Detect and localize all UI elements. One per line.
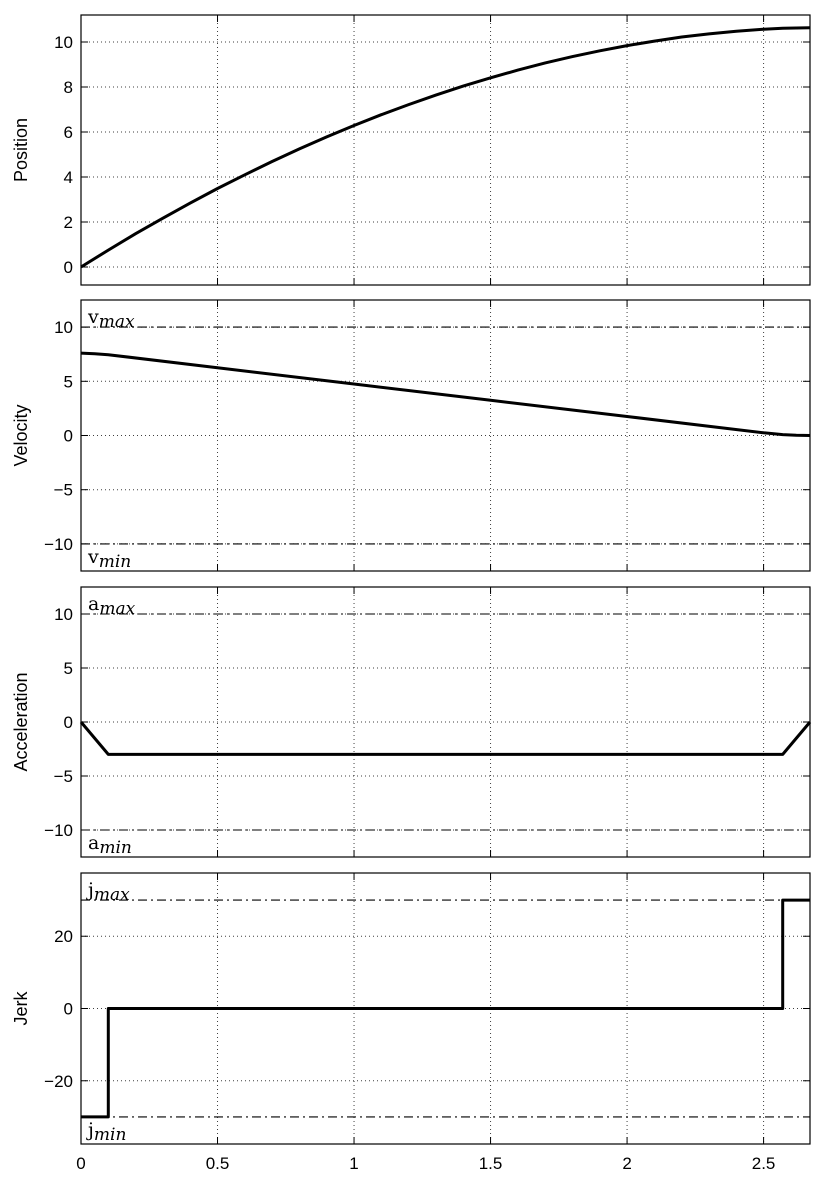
y-axis-label: Position [11,118,31,182]
x-tick-label: 1 [349,1154,358,1173]
y-tick-label: 10 [54,605,73,624]
y-tick-label: −10 [44,821,73,840]
limit-label: vmax [87,306,135,332]
y-tick-label: 0 [64,427,73,446]
panel-position: 0 2 4 6 8 10 Position [11,14,811,286]
limit-label-main: v [87,546,99,568]
limit-label-sub: min [99,838,132,858]
y-tick-label: 2 [64,213,73,232]
limit-label-main: a [88,593,99,615]
axes-frame [80,14,811,286]
limit-label: amax [88,593,136,619]
x-tick-label: 2.5 [752,1154,776,1173]
y-tick-label: −10 [44,535,73,554]
y-tick-label: 5 [64,372,73,391]
limit-label-main: v [87,306,99,328]
y-tick-label: 8 [64,78,73,97]
limit-label-main: j [86,879,94,901]
y-tick-label: 0 [64,713,73,732]
x-tick-label: 2 [622,1154,631,1173]
limit-label: jmax [86,879,130,905]
y-axis-label: Velocity [11,404,31,466]
y-tick-label: −5 [54,767,73,786]
limit-label-sub: min [94,1125,127,1145]
series-line [79,721,812,756]
limit-label-sub: max [94,885,130,905]
y-tick-label: 0 [64,1000,73,1019]
series-line [81,898,810,1119]
y-axis-label: Jerk [11,991,31,1026]
y-tick-label: −20 [44,1072,73,1091]
y-axis-label: Acceleration [11,672,31,771]
x-tick-label: 0 [76,1154,85,1173]
y-tick-label: 6 [64,123,73,142]
limit-label-sub: max [99,312,135,332]
limit-label: amin [88,832,132,858]
y-tick-label: 10 [54,33,73,52]
y-tick-label: 0 [64,258,73,277]
y-tick-label: 10 [54,318,73,337]
limit-label-main: j [86,1119,94,1141]
series-line [80,351,811,437]
x-tick-label: 1.5 [479,1154,503,1173]
limit-label: jmin [86,1119,126,1145]
y-tick-label: 20 [54,927,73,946]
series-line [80,26,811,269]
y-tick-label: 5 [64,659,73,678]
x-tick-label: 0.5 [206,1154,230,1173]
limit-label: vmin [87,546,131,572]
limit-label-main: a [88,832,99,854]
y-tick-label: 4 [64,168,73,187]
limit-label-sub: max [99,599,135,619]
y-tick-label: −5 [54,481,73,500]
limit-label-sub: min [99,552,132,572]
